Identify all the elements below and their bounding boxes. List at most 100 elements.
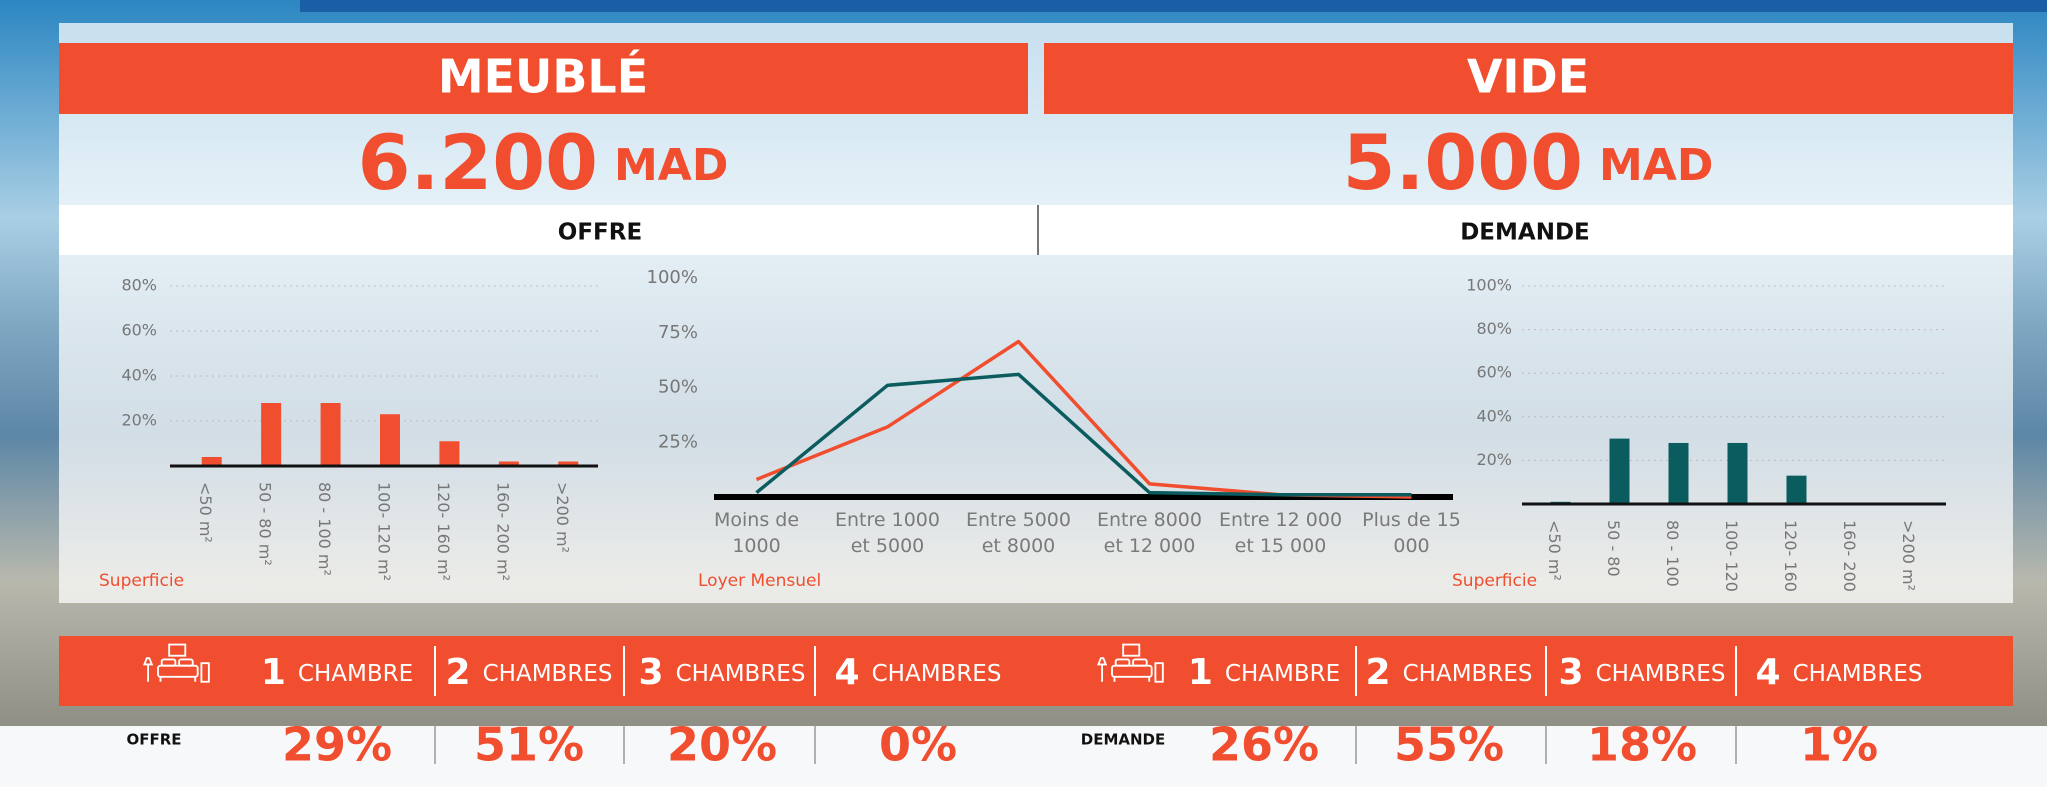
y-tick-label: 100% <box>1466 276 1512 295</box>
room-share: 20% <box>667 718 777 772</box>
room-number: 3 <box>639 652 664 693</box>
x-tick-label-box: Entre 12 000 et 15 000 <box>1218 509 1343 557</box>
x-tick-label: Moins de 1000 <box>713 509 800 557</box>
panel <box>59 23 2013 603</box>
room-word: CHAMBRE <box>1225 661 1340 687</box>
subheader: DEMANDE <box>1460 220 1590 246</box>
room-word: CHAMBRE <box>298 661 413 687</box>
price-value: 5.000 <box>1343 118 1583 207</box>
section-header-bar <box>59 43 1028 114</box>
x-tick-label: 50 - 80 <box>1604 520 1623 577</box>
x-tick-label-box: Entre 1000 et 5000 <box>835 509 940 557</box>
room-number: 3 <box>1559 652 1584 693</box>
background-bottom <box>0 726 2047 787</box>
x-tick-label: <50 m² <box>196 482 215 543</box>
x-tick-label-box: Plus de 15 000 <box>1362 509 1461 557</box>
y-tick-label: 80% <box>1476 319 1512 338</box>
subheader: OFFRE <box>558 220 642 246</box>
x-tick-label: >200 m² <box>553 482 572 553</box>
bar <box>201 457 222 466</box>
room-label: 4 CHAMBRES <box>835 652 1002 693</box>
x-tick-label-box: Entre 8000 et 12 000 <box>1097 509 1202 557</box>
x-tick-label: Entre 5000 et 8000 <box>966 509 1071 557</box>
price-value: 6.200 <box>358 118 598 207</box>
x-tick-label: >200 m² <box>1899 520 1918 591</box>
subheader-bar <box>59 205 2013 255</box>
room-label: 1 CHAMBRE <box>1188 652 1340 693</box>
x-tick-label: <50 m² <box>1545 520 1564 581</box>
room-label: 1 CHAMBRE <box>261 652 413 693</box>
x-tick-label-box: Entre 5000 et 8000 <box>966 509 1071 557</box>
room-word: CHAMBRES <box>872 661 1002 687</box>
x-tick-label: 160- 200 <box>1840 520 1859 592</box>
bar <box>1727 442 1748 504</box>
bar <box>380 414 400 466</box>
top-stripe <box>300 0 2047 12</box>
rooms-row-label: OFFRE <box>126 731 181 749</box>
room-share: 18% <box>1587 718 1697 772</box>
room-label: 2 CHAMBRES <box>446 652 613 693</box>
room-label: 2 CHAMBRES <box>1366 652 1533 693</box>
price: 6.200 MAD <box>358 118 729 207</box>
y-tick-label: 75% <box>658 322 698 343</box>
rooms-row-label: DEMANDE <box>1081 731 1166 749</box>
section-title: MEUBLÉ <box>438 50 648 104</box>
bar <box>558 461 579 466</box>
bar <box>1668 442 1689 504</box>
room-share: 51% <box>474 718 584 772</box>
y-tick-label: 40% <box>1476 406 1512 425</box>
x-tick-label: 80 - 100 m² <box>315 482 334 576</box>
room-number: 4 <box>1756 652 1781 693</box>
bar <box>261 403 282 466</box>
x-axis-label: Superficie <box>99 571 184 591</box>
bar <box>439 441 460 466</box>
x-tick-label: 120- 160 m² <box>434 482 453 581</box>
x-axis-label: Loyer Mensuel <box>698 571 821 591</box>
x-tick-label: 120- 160 <box>1781 520 1800 592</box>
x-tick-label: Entre 12 000 et 15 000 <box>1218 509 1343 557</box>
x-tick-label: Entre 8000 et 12 000 <box>1097 509 1202 557</box>
price-currency: MAD <box>1599 140 1713 191</box>
room-share: 55% <box>1394 718 1504 772</box>
section-header-bar <box>1044 43 2013 114</box>
y-tick-label: 80% <box>121 276 157 295</box>
x-tick-label: 50 - 80 m² <box>256 482 275 566</box>
room-number: 1 <box>261 652 286 693</box>
x-tick-label: Plus de 15 000 <box>1362 509 1461 557</box>
rooms-bar <box>59 636 2013 706</box>
room-word: CHAMBRES <box>1403 661 1533 687</box>
room-share: 0% <box>879 718 957 772</box>
room-word: CHAMBRES <box>1793 661 1923 687</box>
y-tick-label: 40% <box>121 366 157 385</box>
room-word: CHAMBRES <box>483 661 613 687</box>
bar <box>498 461 519 466</box>
room-label: 3 CHAMBRES <box>639 652 806 693</box>
y-tick-label: 60% <box>1476 363 1512 382</box>
section-title: VIDE <box>1467 50 1589 104</box>
x-tick-label: Entre 1000 et 5000 <box>835 509 940 557</box>
y-tick-label: 100% <box>647 267 698 288</box>
x-tick-label: 160- 200 m² <box>493 482 512 581</box>
room-word: CHAMBRES <box>1596 661 1726 687</box>
room-number: 4 <box>835 652 860 693</box>
room-number: 2 <box>446 652 471 693</box>
x-tick-label: 100- 120 m² <box>375 482 394 581</box>
bar <box>320 403 341 466</box>
x-axis-label: Superficie <box>1452 571 1537 591</box>
bar <box>1786 475 1807 504</box>
x-tick-label-box: Moins de 1000 <box>713 509 800 557</box>
room-share: 1% <box>1800 718 1878 772</box>
y-tick-label: 25% <box>658 431 698 452</box>
bar <box>1609 438 1630 504</box>
x-tick-label: 80 - 100 <box>1663 520 1682 587</box>
room-label: 3 CHAMBRES <box>1559 652 1726 693</box>
room-label: 4 CHAMBRES <box>1756 652 1923 693</box>
room-word: CHAMBRES <box>676 661 806 687</box>
price: 5.000 MAD <box>1343 118 1714 207</box>
y-tick-label: 20% <box>121 411 157 430</box>
room-number: 1 <box>1188 652 1213 693</box>
price-currency: MAD <box>614 140 728 191</box>
y-tick-label: 50% <box>658 377 698 398</box>
